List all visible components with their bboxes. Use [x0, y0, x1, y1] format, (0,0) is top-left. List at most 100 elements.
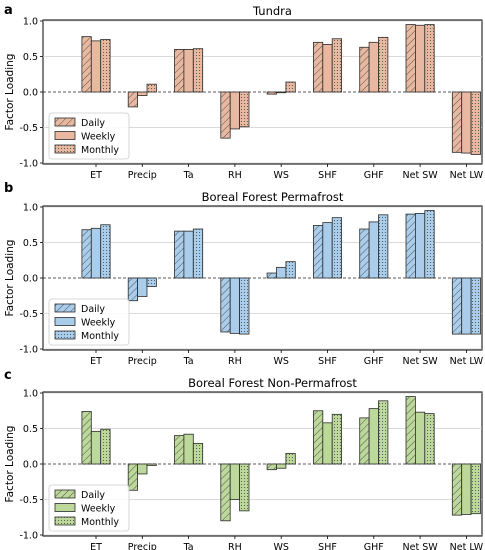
- bar-precip-weekly: [137, 463, 148, 475]
- legend-swatch-pattern: [55, 304, 75, 312]
- legend-label: Daily: [81, 490, 105, 501]
- bar-net-lw-weekly: [461, 91, 472, 154]
- legend-label: Weekly: [81, 132, 116, 143]
- bar-pattern: [406, 214, 416, 278]
- legend-swatch-pattern: [55, 517, 75, 525]
- bar-pattern: [406, 396, 416, 464]
- bar-pattern: [452, 464, 462, 516]
- bar-pattern: [332, 414, 342, 464]
- bar-pattern: [332, 38, 342, 92]
- x-tick-label: Precip: [128, 356, 157, 367]
- legend-label: Weekly: [81, 318, 116, 329]
- bar-net-lw-weekly: [461, 277, 472, 335]
- panel-title: Boreal Forest Permafrost: [202, 190, 344, 204]
- y-tick-label: 1.0: [23, 388, 38, 399]
- panel-title: Tundra: [252, 4, 292, 18]
- panel-b: 1.0 0.5 0.0 -0.5 -1.0 ET Precip Ta RH WS SHF GHF Net…: [4, 181, 484, 367]
- y-tick-label: 0.0: [23, 273, 38, 284]
- bar-pattern: [378, 37, 388, 92]
- bar-precip-weekly: [137, 277, 148, 297]
- x-tick-label: ET: [90, 170, 102, 181]
- bar-pattern: [147, 278, 157, 287]
- x-tick-label: SHF: [318, 542, 337, 550]
- y-tick-label: -1.0: [19, 530, 38, 541]
- y-tick-label: -0.5: [19, 123, 38, 134]
- x-tick-label: RH: [228, 356, 242, 367]
- panel-letter: c: [4, 368, 12, 383]
- bar-pattern: [378, 400, 388, 464]
- bar-pattern: [193, 443, 203, 464]
- bar-et-weekly: [90, 227, 102, 279]
- y-tick-label: 0.0: [23, 459, 38, 470]
- bar-pattern: [174, 49, 184, 92]
- x-tick-label: GHF: [364, 356, 384, 367]
- x-tick-label: Ta: [183, 542, 194, 550]
- bar-precip-weekly: [137, 91, 148, 96]
- bar-pattern: [424, 413, 435, 464]
- legend-swatch-pattern: [55, 331, 75, 339]
- panel-title: Boreal Forest Non-Permafrost: [188, 376, 357, 390]
- legend-swatch-weekly: [54, 131, 76, 140]
- x-tick-label: Precip: [128, 542, 157, 550]
- x-tick-label: Net SW: [403, 542, 439, 550]
- bar-pattern: [81, 411, 92, 464]
- bar-shf-weekly: [322, 222, 333, 279]
- legend-label: Weekly: [81, 504, 116, 515]
- bar-pattern: [128, 92, 138, 107]
- y-tick-label: 1.0: [23, 16, 38, 27]
- bar-pattern: [193, 48, 203, 92]
- bar-shf-weekly: [322, 44, 333, 93]
- bar-pattern: [128, 278, 138, 301]
- bar-pattern: [313, 225, 323, 278]
- bar-rh-weekly: [229, 91, 240, 130]
- bar-pattern: [147, 464, 157, 466]
- bar-rh-weekly: [229, 463, 240, 500]
- legend-swatch-pattern: [55, 118, 75, 126]
- bar-pattern: [193, 229, 203, 278]
- x-tick-label: Net LW: [450, 170, 484, 181]
- bar-pattern: [471, 278, 481, 335]
- bar-pattern: [239, 278, 249, 335]
- legend-swatch-weekly: [54, 503, 76, 512]
- bar-pattern: [267, 273, 277, 278]
- bar-et-weekly: [90, 40, 102, 93]
- x-tick-label: Precip: [128, 170, 157, 181]
- x-tick-label: SHF: [318, 356, 337, 367]
- legend: Daily Weekly Monthly: [48, 298, 130, 346]
- bar-pattern: [220, 464, 231, 521]
- legend-label: Daily: [81, 304, 105, 315]
- bar-shf-weekly: [322, 422, 333, 465]
- x-tick-label: Net SW: [403, 356, 439, 367]
- panel-c: 1.0 0.5 0.0 -0.5 -1.0 ET Precip Ta RH WS SHF GHF Net…: [4, 368, 484, 550]
- y-tick-label: 0.5: [23, 52, 38, 63]
- panel-letter: b: [4, 181, 13, 196]
- bar-rh-weekly: [229, 277, 240, 334]
- x-tick-label: SHF: [318, 170, 337, 181]
- bar-pattern: [100, 429, 111, 464]
- x-tick-label: GHF: [364, 170, 384, 181]
- bar-ws-weekly: [276, 91, 287, 94]
- bar-pattern: [239, 464, 249, 511]
- bar-pattern: [359, 417, 370, 464]
- bar-pattern: [471, 464, 481, 514]
- legend-swatch-weekly: [54, 317, 76, 326]
- bar-pattern: [359, 47, 370, 92]
- x-tick-label: Ta: [183, 356, 194, 367]
- y-tick-label: -1.0: [19, 158, 38, 169]
- bar-ws-weekly: [276, 463, 287, 469]
- legend-label: Daily: [81, 118, 105, 129]
- bar-pattern: [285, 453, 296, 464]
- y-axis-label: Factor Loading: [4, 240, 16, 317]
- x-tick-label: GHF: [364, 542, 384, 550]
- bar-pattern: [471, 92, 481, 155]
- bar-pattern: [406, 24, 416, 92]
- x-tick-label: WS: [273, 356, 288, 367]
- bar-pattern: [424, 210, 435, 278]
- bar-pattern: [100, 39, 111, 92]
- bar-pattern: [267, 92, 277, 95]
- y-axis-label: Factor Loading: [4, 426, 16, 503]
- bar-net-sw-weekly: [414, 24, 426, 93]
- y-tick-label: -0.5: [19, 495, 38, 506]
- bar-pattern: [452, 278, 462, 335]
